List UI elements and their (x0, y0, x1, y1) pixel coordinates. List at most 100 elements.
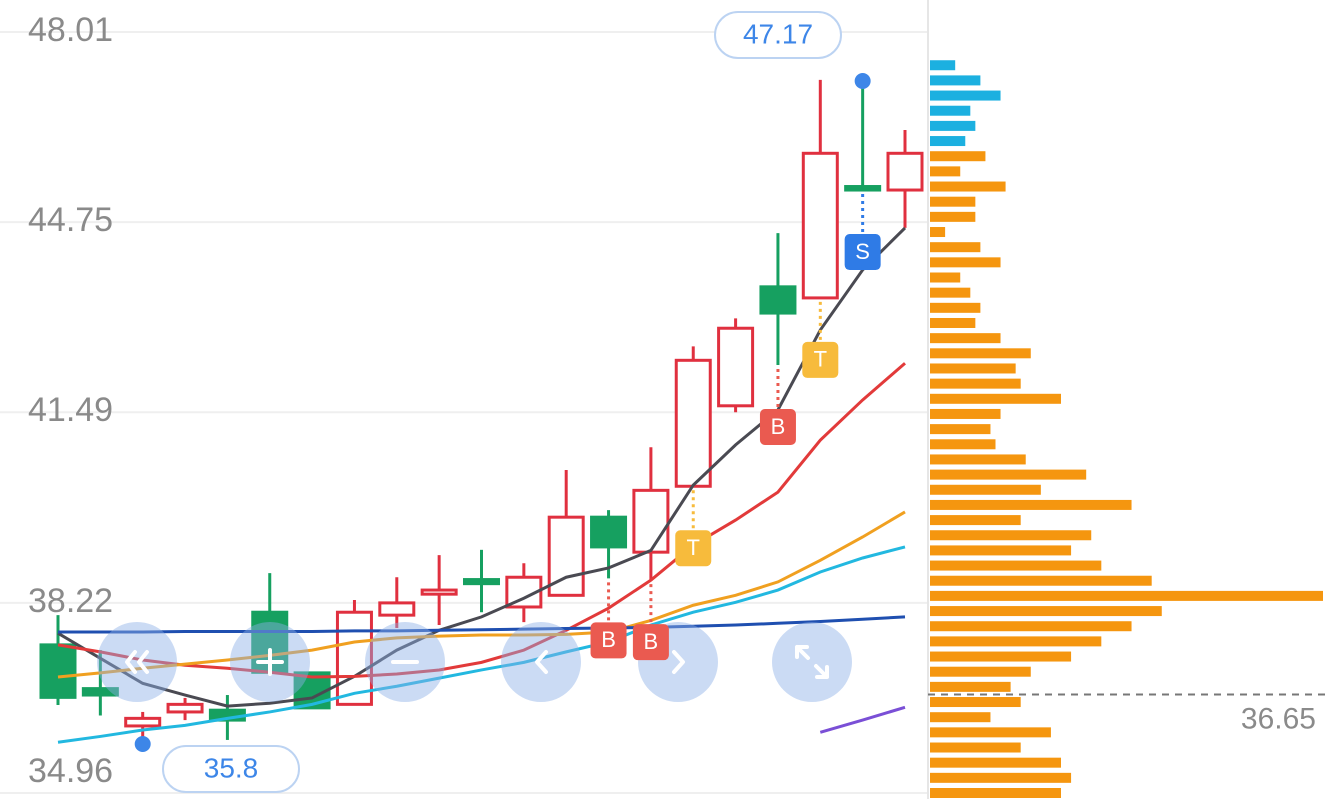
profile-bar (930, 60, 956, 71)
profile-bar (930, 606, 1162, 617)
signal-label: T (814, 347, 827, 372)
signal-label: S (855, 239, 870, 264)
profile-bar (930, 424, 991, 435)
high-bubble (714, 11, 842, 59)
y-tick-label: 34.96 (28, 752, 113, 790)
candle-body (463, 578, 500, 586)
profile-bar (930, 378, 1021, 389)
profile-bar (930, 636, 1102, 647)
candle-body (39, 643, 77, 699)
zoom-out-button[interactable] (365, 622, 445, 702)
signal-label: T (687, 535, 700, 560)
profile-bar (930, 530, 1092, 541)
signal-badge (632, 624, 669, 661)
cost-label: 36.65 (1241, 702, 1316, 735)
profile-bar (930, 772, 1072, 783)
high-label: 47.17 (743, 18, 813, 49)
candle-body (674, 358, 712, 488)
scroll-left-button[interactable] (501, 622, 581, 702)
volume-profile (930, 60, 1323, 798)
profile-bar (930, 257, 1001, 268)
profile-bar (930, 499, 1132, 510)
profile-bar (930, 242, 981, 253)
candle-body (124, 716, 162, 728)
candle-body (886, 151, 924, 192)
y-tick-label: 48.01 (28, 11, 113, 49)
signal-badge (802, 341, 839, 378)
zoom-in-button[interactable] (230, 622, 310, 702)
profile-bar (930, 196, 976, 207)
profile-bar (930, 90, 1001, 101)
profile-bar (930, 727, 1051, 738)
low-bubble (162, 745, 300, 793)
profile-bar (930, 757, 1061, 768)
signal-label: B (771, 414, 786, 439)
profile-bar (930, 484, 1041, 495)
ma-line (57, 545, 906, 744)
profile-bar (930, 454, 1026, 465)
profile-bar (930, 227, 946, 238)
profile-bar (930, 166, 961, 177)
ma-line (57, 362, 906, 679)
y-tick-label: 44.75 (28, 201, 113, 239)
candle-body (717, 326, 755, 408)
low-dot (134, 736, 151, 753)
labels: 48.01 44.75 41.49 38.22 34.96 47.17 35.8 36.65 (28, 11, 1331, 793)
signal-badge (675, 530, 712, 567)
profile-bar (930, 651, 1072, 662)
profile-bar (930, 348, 1031, 359)
profile-bar (930, 742, 1021, 753)
ma-line (819, 705, 906, 734)
profile-bar (930, 666, 1031, 677)
profile-bar (930, 363, 1016, 374)
candle-body (81, 687, 119, 697)
profile-bar (930, 136, 966, 147)
y-tick-label: 38.22 (28, 582, 113, 620)
profile-bar (930, 151, 986, 162)
profile-bar (930, 545, 1072, 556)
candle-body (801, 151, 839, 300)
profile-bar (930, 272, 961, 283)
signal-label: B (644, 629, 659, 654)
scroll-left-fast-button[interactable] (97, 622, 177, 702)
toolbar (97, 622, 852, 702)
candle-body (632, 488, 670, 554)
profile-bar (930, 181, 1006, 192)
profile-bar (930, 788, 1061, 798)
signal-label: B (601, 627, 616, 652)
signals: B B T B T S (590, 194, 881, 661)
ma-line (58, 615, 906, 634)
signal-badge (590, 622, 627, 659)
profile-bar (930, 575, 1152, 586)
high-dot (854, 72, 871, 89)
profile-bar (930, 469, 1087, 480)
candle-body (166, 702, 204, 714)
profile-bar (930, 515, 1021, 526)
profile-bar (930, 287, 971, 298)
profile-bar (930, 560, 1102, 571)
profile-bar (930, 75, 981, 86)
profile-bar (930, 302, 981, 313)
profile-bar (930, 439, 996, 450)
low-label: 35.8 (204, 752, 259, 783)
profile-bar (930, 393, 1061, 404)
profile-bar (930, 590, 1323, 601)
y-tick-label: 41.49 (28, 391, 113, 429)
profile-bar (930, 681, 1011, 692)
profile-bar (930, 333, 1001, 344)
candle-body (335, 610, 373, 706)
profile-bar (930, 697, 1021, 708)
profile-bar (930, 120, 976, 131)
signal-badge (844, 234, 881, 271)
candle-body (378, 601, 416, 617)
fullscreen-button[interactable] (772, 622, 852, 702)
profile-bar (930, 211, 976, 222)
candle-body (590, 515, 628, 549)
profile-bar (930, 621, 1132, 632)
candle-body (844, 185, 882, 192)
profile-bar (930, 105, 971, 116)
candle-body (759, 285, 797, 315)
ma-lines (57, 226, 907, 744)
profile-bar (930, 317, 976, 328)
